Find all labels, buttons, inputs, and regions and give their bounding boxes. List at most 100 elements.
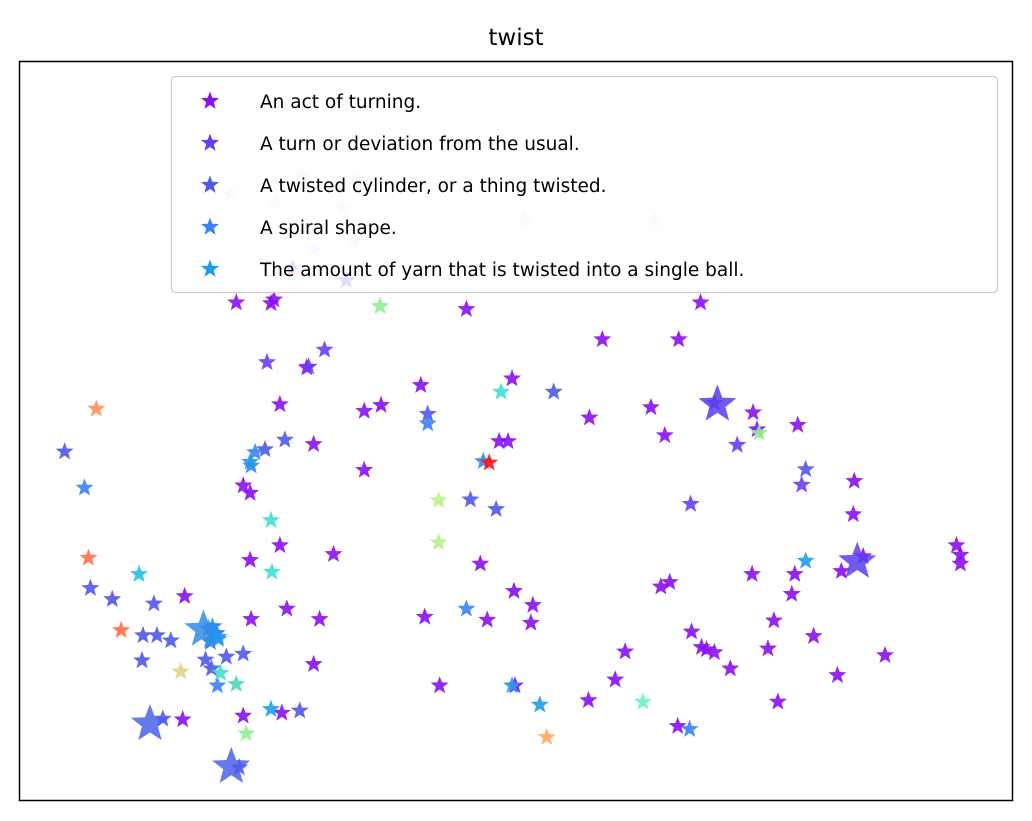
- data-point: [461, 490, 480, 508]
- data-point: [217, 647, 236, 665]
- data-point: [208, 676, 227, 694]
- data-point: [951, 554, 970, 572]
- data-point: [261, 510, 281, 528]
- data-point: [241, 550, 260, 568]
- data-point: [478, 610, 497, 628]
- data-point: [277, 599, 296, 617]
- data-point: [743, 564, 762, 582]
- data-point: [227, 674, 246, 692]
- large-data-point: [838, 541, 877, 578]
- data-point: [593, 329, 612, 348]
- data-point: [75, 478, 94, 496]
- data-point: [290, 701, 309, 719]
- data-point: [315, 340, 334, 358]
- data-point: [788, 415, 807, 433]
- data-point: [211, 663, 230, 681]
- data-point: [272, 703, 291, 721]
- data-point: [270, 394, 289, 413]
- data-point: [234, 706, 253, 724]
- data-point: [697, 639, 716, 658]
- data-points: [55, 92, 970, 783]
- data-point: [234, 644, 253, 662]
- data-point: [655, 425, 674, 444]
- data-point: [132, 651, 152, 669]
- data-point: [744, 403, 763, 421]
- data-point: [951, 545, 970, 563]
- legend-box: [170, 75, 999, 294]
- data-point: [237, 724, 256, 742]
- large-data-point: [130, 703, 169, 741]
- data-point: [264, 290, 283, 308]
- data-point: [579, 690, 598, 709]
- data-point: [503, 676, 522, 694]
- legend-marker: [200, 133, 220, 151]
- data-point: [748, 420, 767, 438]
- legend-label: A twisted cylinder, or a thing twisted.: [260, 176, 607, 197]
- data-point: [79, 548, 98, 566]
- data-point: [241, 452, 260, 470]
- data-point: [242, 609, 261, 627]
- data-point: [81, 578, 100, 596]
- data-point: [112, 620, 131, 638]
- data-point: [471, 554, 490, 572]
- data-point: [257, 352, 277, 371]
- data-point: [144, 594, 163, 612]
- data-point: [196, 650, 215, 668]
- data-point: [355, 460, 374, 478]
- data-point: [804, 626, 823, 644]
- data-point: [234, 476, 253, 494]
- data-point: [705, 642, 724, 661]
- data-point: [616, 642, 635, 660]
- data-point: [372, 395, 391, 413]
- data-point: [457, 299, 476, 317]
- data-point: [580, 408, 599, 426]
- data-point: [692, 637, 711, 655]
- data-point: [503, 369, 522, 387]
- data-point: [660, 572, 679, 590]
- data-point: [504, 581, 524, 599]
- data-point: [55, 442, 74, 460]
- legend: An act of turning. A turn or deviation fr…: [170, 75, 999, 294]
- legend-label: A spiral shape.: [260, 218, 397, 239]
- data-point: [130, 564, 149, 582]
- data-point: [261, 699, 281, 717]
- data-point: [429, 490, 448, 509]
- data-point: [669, 329, 688, 348]
- data-point: [411, 375, 430, 393]
- data-point: [87, 399, 106, 417]
- data-point: [947, 535, 966, 554]
- data-point: [490, 431, 509, 450]
- data-point: [480, 453, 499, 471]
- data-point: [255, 439, 275, 458]
- data-point: [828, 665, 847, 683]
- large-data-point: [212, 746, 251, 783]
- data-point: [173, 710, 192, 728]
- data-point: [680, 719, 699, 737]
- data-point: [785, 564, 804, 582]
- legend-marker: [200, 217, 220, 235]
- data-point: [758, 639, 777, 657]
- data-point: [499, 431, 518, 450]
- data-point: [792, 475, 811, 493]
- data-point: [768, 692, 787, 710]
- data-point: [371, 296, 390, 314]
- data-point: [523, 595, 542, 613]
- data-point: [606, 670, 625, 688]
- data-point: [262, 562, 281, 580]
- data-point: [418, 404, 437, 422]
- data-point: [415, 607, 434, 625]
- data-point: [429, 532, 448, 551]
- data-point: [728, 435, 747, 453]
- data-point: [845, 471, 864, 489]
- data-point: [299, 357, 318, 375]
- data-point: [796, 551, 815, 569]
- data-point: [875, 645, 895, 664]
- data-point: [133, 625, 153, 644]
- data-point: [324, 544, 343, 562]
- data-point: [796, 459, 815, 478]
- large-data-point: [184, 609, 223, 646]
- legend-marker: [200, 259, 220, 277]
- data-point: [487, 499, 506, 517]
- data-point: [161, 631, 180, 649]
